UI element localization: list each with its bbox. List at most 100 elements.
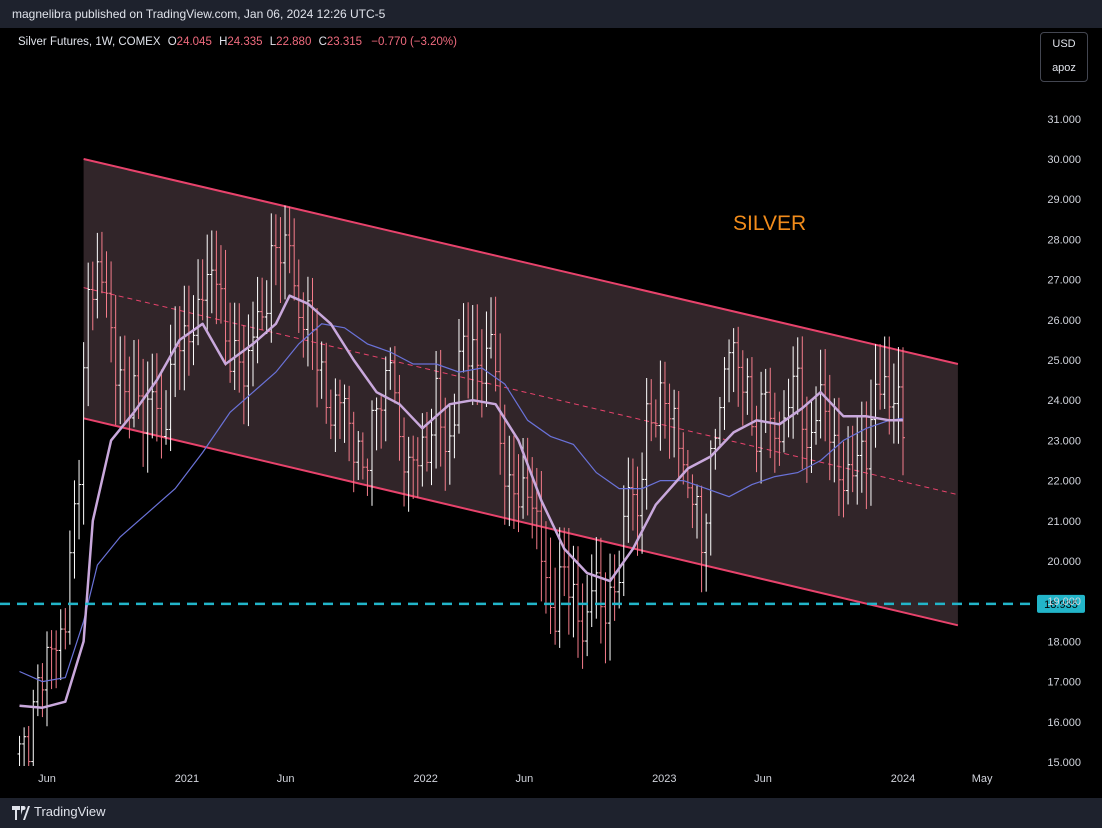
price-bar <box>832 398 837 483</box>
price-bar <box>466 302 471 399</box>
price-bar <box>662 361 667 439</box>
price-bar <box>177 306 182 390</box>
price-bar <box>901 347 905 476</box>
price-bar <box>759 371 764 484</box>
price-bar <box>585 574 590 657</box>
price-bar <box>695 484 700 539</box>
price-bar <box>612 554 617 621</box>
price-bar <box>456 318 461 434</box>
price-bar <box>406 436 411 512</box>
y-tick-label: 26.000 <box>1047 315 1081 327</box>
price-bar <box>383 356 388 442</box>
price-bar <box>873 344 878 448</box>
price-bar <box>736 326 741 407</box>
price-bar <box>685 450 690 499</box>
x-tick-label: 2024 <box>891 773 915 785</box>
ma-fast-line <box>19 294 903 709</box>
price-bar <box>347 385 352 462</box>
y-tick-label: 24.000 <box>1047 395 1081 407</box>
price-bar <box>145 361 150 473</box>
low-label: L <box>269 36 277 48</box>
price-bar <box>411 435 416 499</box>
price-bar <box>603 572 608 664</box>
price-bar <box>562 527 567 597</box>
price-bar <box>397 374 402 461</box>
price-bar <box>443 397 448 491</box>
price-bar <box>141 358 146 467</box>
top-bar: magnelibra published on TradingView.com,… <box>0 0 1102 28</box>
open-label: O <box>167 36 177 48</box>
price-bar <box>525 437 530 516</box>
price-bar <box>104 251 109 318</box>
price-bar <box>305 276 310 367</box>
price-bar <box>237 303 242 393</box>
price-bar <box>493 296 498 392</box>
close-label: C <box>318 36 327 48</box>
price-bar <box>218 245 223 324</box>
support-price-label: 18.935 <box>1044 599 1078 611</box>
price-bar <box>676 391 681 480</box>
price-bar <box>878 344 883 410</box>
price-bar <box>168 324 173 452</box>
price-bar <box>855 416 860 505</box>
price-bar <box>846 426 851 505</box>
price-bar <box>255 276 260 364</box>
price-bar <box>333 378 338 453</box>
price-bar <box>827 374 832 481</box>
price-bar <box>617 550 622 609</box>
price-bar <box>653 399 658 438</box>
price-bar <box>95 232 100 319</box>
price-bar <box>246 314 251 427</box>
price-bar <box>150 353 155 439</box>
moving-average-layer <box>19 294 904 709</box>
price-bar <box>159 369 164 459</box>
price-bar <box>337 379 342 439</box>
price-bar <box>301 292 306 358</box>
x-tick-label: 2022 <box>413 773 437 785</box>
price-bar <box>507 435 512 527</box>
price-bar <box>113 295 118 426</box>
price-bar <box>475 304 480 405</box>
y-tick-label: 19.000 <box>1047 596 1081 608</box>
channel-upper-line <box>83 158 959 365</box>
price-bar <box>589 554 594 628</box>
published-caption: magnelibra published on TradingView.com,… <box>12 7 386 21</box>
price-bar <box>273 214 278 286</box>
price-bar <box>818 349 823 439</box>
price-bar <box>209 230 214 314</box>
y-tick-label: 15.000 <box>1047 757 1081 769</box>
price-bar <box>731 328 736 393</box>
price-bar <box>809 398 814 473</box>
price-bar <box>319 341 324 399</box>
price-bar <box>434 351 439 469</box>
y-tick-label: 31.000 <box>1047 114 1081 126</box>
price-bar <box>447 405 452 485</box>
price-bar <box>640 452 645 554</box>
price-bar <box>791 346 796 439</box>
price-bar <box>543 521 548 614</box>
price-bar <box>81 342 86 525</box>
price-bar <box>511 435 516 529</box>
price-bar <box>241 325 246 425</box>
price-bar <box>740 350 745 426</box>
price-bar <box>621 485 626 597</box>
currency-unit-button[interactable]: USD apoz <box>1040 32 1088 82</box>
price-bar <box>374 397 379 451</box>
price-bar <box>415 437 420 498</box>
price-bar <box>77 459 82 540</box>
x-tick-label: Jun <box>515 773 533 785</box>
price-bar <box>681 432 686 485</box>
price-bar <box>214 230 219 325</box>
price-bar <box>118 336 123 425</box>
price-bar <box>644 377 649 510</box>
price-bar <box>896 347 901 444</box>
y-tick-label: 25.000 <box>1047 355 1081 367</box>
price-bar <box>557 527 562 648</box>
price-bar <box>548 537 553 634</box>
price-bar <box>99 231 104 294</box>
price-bar <box>264 280 269 335</box>
price-bar <box>392 346 397 404</box>
price-bar <box>17 735 22 766</box>
tradingview-logo-icon <box>12 806 30 820</box>
